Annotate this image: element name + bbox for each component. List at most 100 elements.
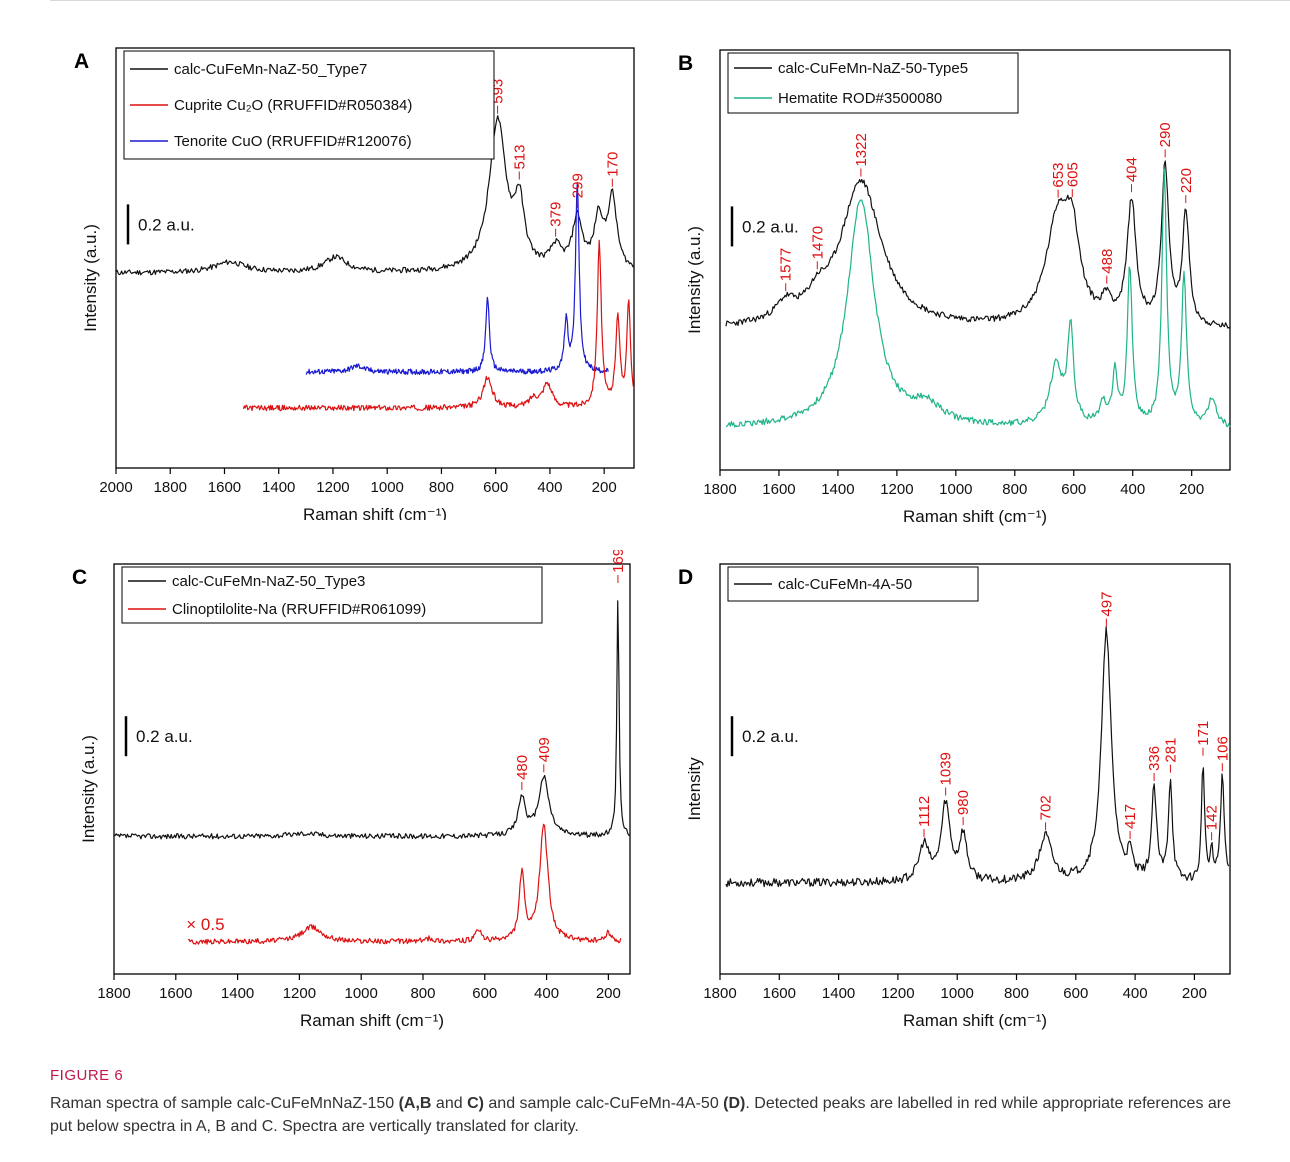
- x-tick-label: 800: [429, 479, 454, 496]
- scale-bar-label: 0.2 a.u.: [742, 727, 799, 746]
- x-tick-label: 600: [1063, 985, 1088, 1002]
- x-tick-label: 400: [534, 985, 559, 1002]
- x-tick-label: 800: [1004, 985, 1029, 1002]
- series-line: [187, 823, 622, 945]
- x-tick-label: 1400: [821, 481, 854, 498]
- x-axis-label: Raman shift (cm⁻¹): [303, 505, 447, 520]
- x-tick-label: 1400: [262, 479, 295, 496]
- peak-label: 336: [1146, 746, 1163, 771]
- x-tick-label: 400: [1123, 985, 1148, 1002]
- legend-entry: calc-CuFeMn-NaZ-50-Type5: [778, 60, 968, 77]
- x-tick-label: 1000: [371, 479, 404, 496]
- legend-entry: calc-CuFeMn-NaZ-50_Type3: [172, 573, 365, 590]
- peak-label: 1577: [778, 248, 795, 281]
- x-tick-label: 1800: [703, 985, 736, 1002]
- legend-entry: Clinoptilolite-Na (RRUFFID#R061099): [172, 601, 426, 618]
- peak-label: 409: [536, 737, 553, 762]
- peak-label: 480: [514, 755, 531, 780]
- x-tick-label: 800: [1002, 481, 1027, 498]
- peak-label: 281: [1162, 738, 1179, 763]
- peak-label: 220: [1178, 168, 1195, 193]
- peak-label: 488: [1099, 249, 1116, 274]
- caption-part-bold: (A,B: [398, 1095, 432, 1112]
- scale-bar-label: 0.2 a.u.: [742, 217, 799, 236]
- x-tick-label: 1800: [97, 985, 130, 1002]
- caption-text: Raman spectra of sample calc-CuFeMnNaZ-1…: [50, 1092, 1250, 1138]
- x-tick-label: 1600: [763, 985, 796, 1002]
- series-line: [725, 168, 1231, 428]
- y-axis-label: Intensity (a.u.): [685, 226, 704, 334]
- chart-c-svg: 1800 1600 1400 1200 1000 800 600 400 200 Raman sh…: [72, 550, 631, 1030]
- legend-entry: calc-CuFeMn-NaZ-50_Type7: [174, 61, 367, 78]
- panel-a: 2000 1800 1600 1400 1200 1000 800 600 400 200 Rama…: [60, 40, 640, 520]
- caption-part: Raman spectra of sample calc-CuFeMnNaZ-1…: [50, 1095, 399, 1112]
- x-axis-label: Raman shift (cm⁻¹): [300, 1011, 444, 1030]
- peak-label: 605: [1064, 162, 1081, 187]
- legend-box: [727, 52, 1019, 114]
- caption-part: and sample calc-CuFeMn-4A-50: [483, 1095, 724, 1112]
- x-tick-label: 1000: [344, 985, 377, 1002]
- peak-label: 1322: [853, 133, 870, 166]
- panel-c: 1800 1600 1400 1200 1000 800 600 400 200 Raman sh…: [50, 550, 640, 1050]
- caption-part: . Detected peaks are labelled in red whi…: [50, 1095, 1232, 1135]
- panel-letter: B: [678, 52, 693, 75]
- legend-entry: Tenorite CuO (RRUFFID#R120076): [174, 133, 412, 150]
- panel-letter: A: [74, 50, 89, 73]
- caption-part-bold: C): [467, 1095, 484, 1112]
- legend-entry: Cuprite Cu₂O (RRUFFID#R050384): [174, 97, 412, 114]
- peak-label: 169: [610, 550, 627, 573]
- panel-b: 1800 1600 1400 1200 1000 800 600 400 200 Raman sh…: [660, 40, 1250, 540]
- y-axis-label: Intensity: [685, 757, 704, 821]
- peak-label: 299: [569, 173, 586, 198]
- x-tick-label: 1800: [154, 479, 187, 496]
- legend-entry: calc-CuFeMn-4A-50: [778, 576, 912, 593]
- x-axis-label: Raman shift (cm⁻¹): [903, 1011, 1047, 1030]
- peak-label: 1112: [916, 796, 933, 827]
- figure-label: FIGURE 6: [50, 1067, 124, 1084]
- peak-label: 653: [1050, 163, 1067, 188]
- legend-box: [121, 566, 543, 624]
- x-tick-label: 200: [592, 479, 617, 496]
- peak-label: 1039: [938, 752, 955, 785]
- plot-frame: [113, 563, 631, 975]
- x-tick-label: 1400: [221, 985, 254, 1002]
- peak-label: 106: [1214, 736, 1231, 761]
- chart-b-svg: 1800 1600 1400 1200 1000 800 600 400 200 Raman sh…: [678, 49, 1231, 526]
- plot-frame: [719, 563, 1231, 975]
- peak-label: 142: [1204, 805, 1221, 830]
- panel-d: 1800 1600 1400 1200 1000 800 600 400 200 Raman sh…: [660, 550, 1250, 1050]
- series-line: [725, 626, 1230, 888]
- x-tick-label: 200: [1182, 985, 1207, 1002]
- peak-label: 980: [955, 790, 972, 815]
- plot-frame: [719, 49, 1231, 471]
- peak-label: 513: [511, 145, 528, 170]
- series-line: [115, 115, 635, 276]
- x-tick-label: 800: [410, 985, 435, 1002]
- peak-label: 497: [1098, 592, 1115, 617]
- x-tick-label: 1200: [880, 481, 913, 498]
- x-tick-label: 1400: [822, 985, 855, 1002]
- x-tick-label: 600: [1061, 481, 1086, 498]
- x-tick-label: 1200: [881, 985, 914, 1002]
- caption-part-bold: (D): [723, 1095, 746, 1112]
- x-tick-label: 1600: [208, 479, 241, 496]
- peak-label: 170: [604, 152, 621, 177]
- peak-label: 290: [1157, 122, 1174, 147]
- x-tick-label: 600: [472, 985, 497, 1002]
- x-tick-label: 200: [596, 985, 621, 1002]
- y-axis-label: Intensity (a.u.): [79, 735, 98, 843]
- x-tick-label: 1600: [159, 985, 192, 1002]
- x-tick-label: 1000: [941, 985, 974, 1002]
- x-tick-label: 200: [1179, 481, 1204, 498]
- scale-bar-label: 0.2 a.u.: [138, 215, 195, 234]
- chart-a-svg: 2000 1800 1600 1400 1200 1000 800 600 400 200 Rama…: [74, 47, 635, 520]
- y-axis-label: Intensity (a.u.): [81, 224, 100, 332]
- series-line: [305, 182, 609, 376]
- peak-label: 1470: [809, 226, 826, 259]
- caption-part: and: [431, 1095, 468, 1112]
- series-line: [113, 600, 631, 840]
- x-tick-label: 1600: [762, 481, 795, 498]
- x-tick-label: 1000: [939, 481, 972, 498]
- series-line: [725, 160, 1231, 329]
- chart-d-svg: 1800 1600 1400 1200 1000 800 600 400 200 Raman sh…: [678, 563, 1231, 1030]
